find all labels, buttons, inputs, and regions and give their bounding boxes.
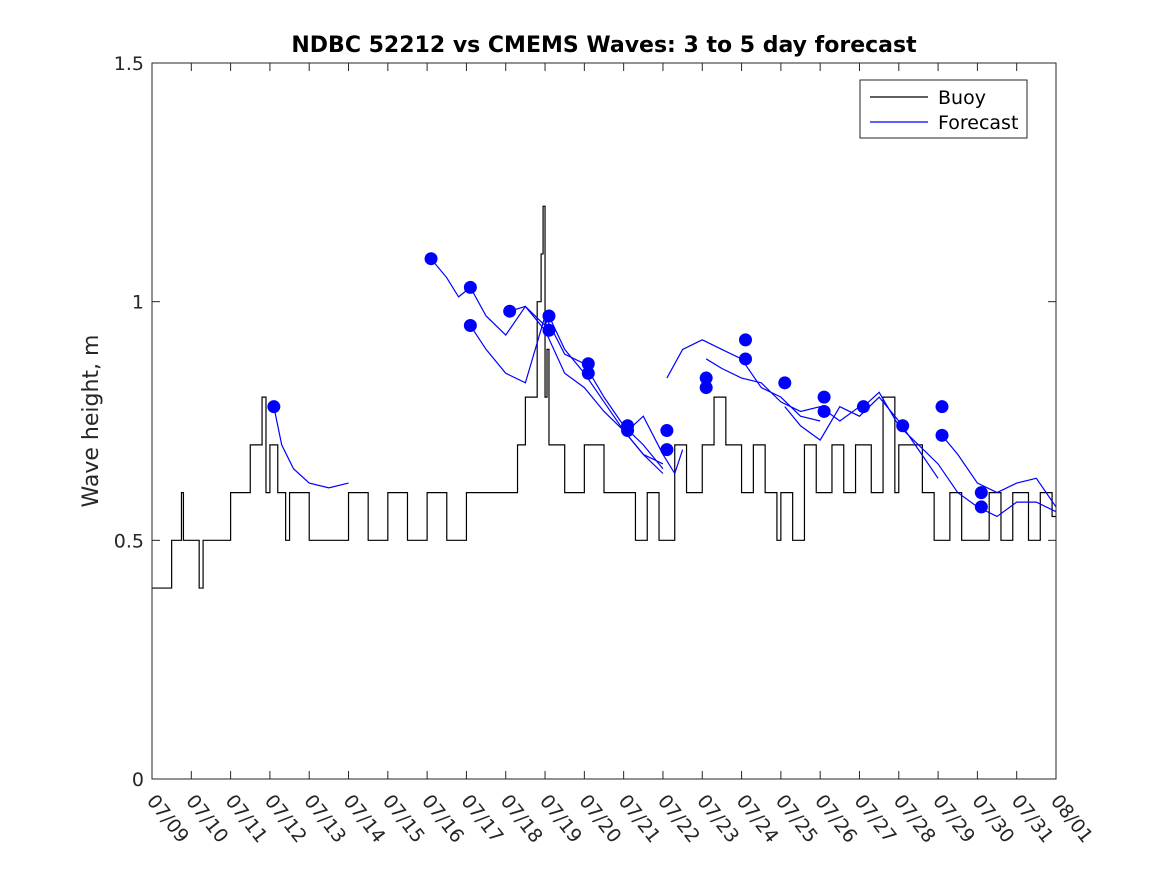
- forecast-marker: [542, 309, 556, 323]
- forecast-marker: [581, 366, 595, 380]
- plot-content: [152, 205, 1057, 589]
- y-tick-label: 0: [132, 769, 144, 791]
- forecast-marker: [463, 280, 477, 294]
- forecast-marker: [699, 371, 713, 385]
- legend-box: [859, 79, 1028, 139]
- forecast-series-line-7: [705, 358, 860, 422]
- legend: Buoy Forecast: [859, 79, 1028, 139]
- forecast-marker: [424, 252, 438, 266]
- buoy-series-line: [152, 205, 1056, 589]
- forecast-series-line-4: [509, 305, 664, 465]
- legend-buoy-label: Buoy: [938, 87, 986, 109]
- y-axis-label: Wave height, m: [79, 335, 104, 508]
- forecast-marker: [935, 428, 949, 442]
- forecast-series-line-8: [784, 396, 939, 479]
- forecast-marker: [621, 424, 635, 438]
- forecast-marker: [267, 400, 281, 414]
- forecast-marker: [581, 357, 595, 371]
- forecast-marker: [503, 304, 517, 318]
- y-tick-label: 1.5: [114, 53, 144, 75]
- forecast-marker: [935, 400, 949, 414]
- forecast-marker: [974, 500, 988, 514]
- forecast-marker: [660, 443, 674, 457]
- plot-area-frame: [151, 62, 1057, 780]
- forecast-marker: [896, 419, 910, 433]
- forecast-series-line-9: [863, 391, 1057, 518]
- forecast-marker: [542, 323, 556, 337]
- legend-forecast-label: Forecast: [938, 112, 1018, 134]
- forecast-marker: [738, 333, 752, 347]
- forecast-marker: [699, 381, 713, 395]
- forecast-marker: [463, 319, 477, 333]
- chart-title: NDBC 52212 vs CMEMS Waves: 3 to 5 day fo…: [291, 33, 917, 58]
- forecast-marker: [738, 352, 752, 366]
- forecast-series-line-10: [941, 434, 1057, 508]
- forecast-marker: [974, 486, 988, 500]
- forecast-series-line-2: [430, 258, 664, 474]
- y-axis: 0 0.5 1 1.5: [114, 53, 1056, 791]
- forecast-marker: [660, 424, 674, 438]
- forecast-marker: [817, 390, 831, 404]
- forecast-marker: [856, 400, 870, 414]
- forecast-marker: [817, 404, 831, 418]
- y-tick-label: 1: [132, 292, 144, 314]
- forecast-series-line-1: [273, 406, 349, 489]
- forecast-marker: [778, 376, 792, 390]
- y-tick-label: 0.5: [114, 530, 144, 552]
